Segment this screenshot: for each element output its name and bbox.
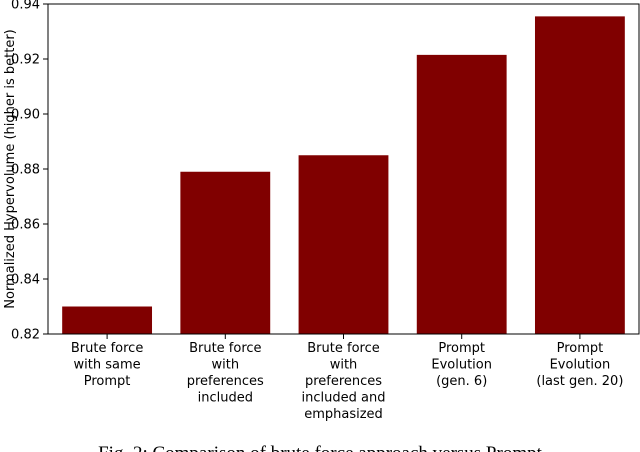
y-tick-label: 0.82: [11, 328, 40, 343]
y-axis-label: Normalized Hypervolume (higher is better…: [3, 29, 18, 308]
bar: [534, 16, 625, 334]
x-tick-label: Prompt Evolution (gen. 6): [431, 341, 492, 389]
y-tick-label: 0.90: [11, 108, 40, 123]
x-tick-label: Prompt Evolution (last gen. 20): [536, 341, 623, 389]
plot-frame: [47, 3, 640, 335]
y-tick-label: 0.88: [11, 163, 40, 178]
bar: [298, 155, 389, 334]
bar: [62, 306, 153, 334]
x-tick-label: Brute force with preferences included: [187, 341, 264, 406]
x-tick-label: Brute force with same Prompt: [71, 341, 143, 389]
y-tick-label: 0.92: [11, 53, 40, 68]
bar: [416, 54, 507, 334]
y-tick-label: 0.86: [11, 218, 40, 233]
x-tick-label: Brute force with preferences included and em…: [302, 341, 386, 422]
y-tick-label: 0.84: [11, 273, 40, 288]
bar: [180, 171, 271, 334]
caption: Fig. 2: Comparison of brute force approa…: [98, 443, 542, 452]
y-tick-label: 0.94: [11, 0, 40, 13]
